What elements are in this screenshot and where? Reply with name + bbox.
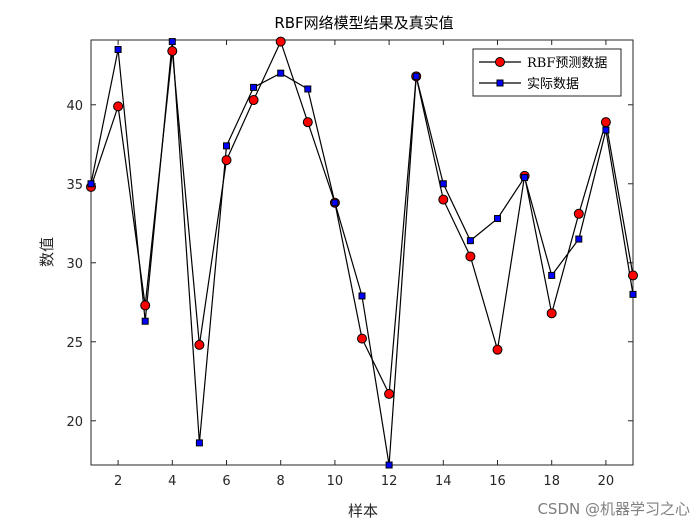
point-actual: [114, 45, 122, 53]
point-rbf: [438, 194, 449, 205]
y-tick-label: 40: [66, 99, 83, 114]
chart-title: RBF网络模型结果及真实值: [274, 14, 453, 32]
point-actual: [494, 215, 501, 223]
point-actual: [87, 180, 95, 188]
point-rbf: [628, 270, 638, 281]
x-tick-label: 4: [168, 474, 176, 489]
point-actual: [358, 292, 366, 300]
point-actual: [412, 72, 420, 80]
point-rbf: [167, 46, 178, 57]
y-tick-label: 35: [66, 178, 83, 193]
x-tick-label: 14: [435, 474, 452, 489]
legend-marker-actual: [496, 79, 504, 87]
legend-box: [472, 48, 622, 97]
x-tick-label: 6: [222, 474, 230, 489]
point-actual: [141, 317, 149, 325]
point-actual: [439, 180, 447, 188]
point-actual: [466, 237, 474, 245]
x-tick-label: 10: [327, 474, 344, 489]
point-rbf: [357, 333, 367, 344]
x-tick-label: 2: [114, 474, 122, 489]
y-axis-label: 数值: [38, 237, 56, 267]
legend-label-rbf: RBF预测数据: [527, 56, 607, 71]
x-tick-label: 20: [598, 474, 615, 489]
plot-area: [90, 39, 634, 466]
axis-ticks: 2 4 6 8 10 12 14 16 18 20 20 25 30 35 40: [66, 40, 633, 489]
point-actual: [277, 69, 285, 77]
point-rbf: [465, 251, 476, 262]
point-actual: [602, 126, 610, 134]
point-actual: [521, 173, 529, 181]
point-actual: [331, 199, 339, 207]
point-rbf: [221, 155, 232, 166]
x-tick-label: 8: [277, 474, 285, 489]
point-rbf: [248, 95, 259, 106]
point-rbf: [492, 344, 503, 355]
x-axis-label: 样本: [348, 502, 378, 520]
point-rbf: [573, 208, 584, 219]
data-markers: [86, 36, 638, 469]
legend-marker-rbf: [495, 57, 505, 67]
legend-label-actual: 实际数据: [527, 77, 579, 92]
point-rbf: [113, 101, 124, 112]
point-actual: [548, 271, 556, 279]
y-tick-label: 30: [66, 257, 83, 272]
point-actual: [250, 83, 258, 91]
point-rbf: [600, 117, 611, 128]
point-actual: [195, 439, 203, 447]
point-actual: [575, 235, 583, 243]
point-rbf: [302, 117, 313, 128]
y-tick-label: 20: [66, 415, 83, 430]
point-rbf: [546, 308, 557, 319]
point-actual: [223, 142, 230, 150]
point-rbf: [275, 36, 286, 47]
point-rbf: [384, 388, 395, 399]
x-tick-label: 18: [543, 474, 560, 489]
x-tick-label: 16: [489, 474, 506, 489]
point-actual: [304, 85, 312, 93]
point-actual: [168, 38, 176, 46]
point-rbf: [140, 300, 151, 311]
legend: RBF预测数据 实际数据: [472, 48, 622, 97]
x-tick-label: 12: [381, 474, 398, 489]
point-rbf: [194, 339, 205, 350]
point-actual: [629, 290, 637, 298]
watermark: CSDN @机器学习之心: [537, 500, 690, 518]
y-tick-label: 25: [66, 336, 83, 351]
point-actual: [385, 461, 393, 469]
